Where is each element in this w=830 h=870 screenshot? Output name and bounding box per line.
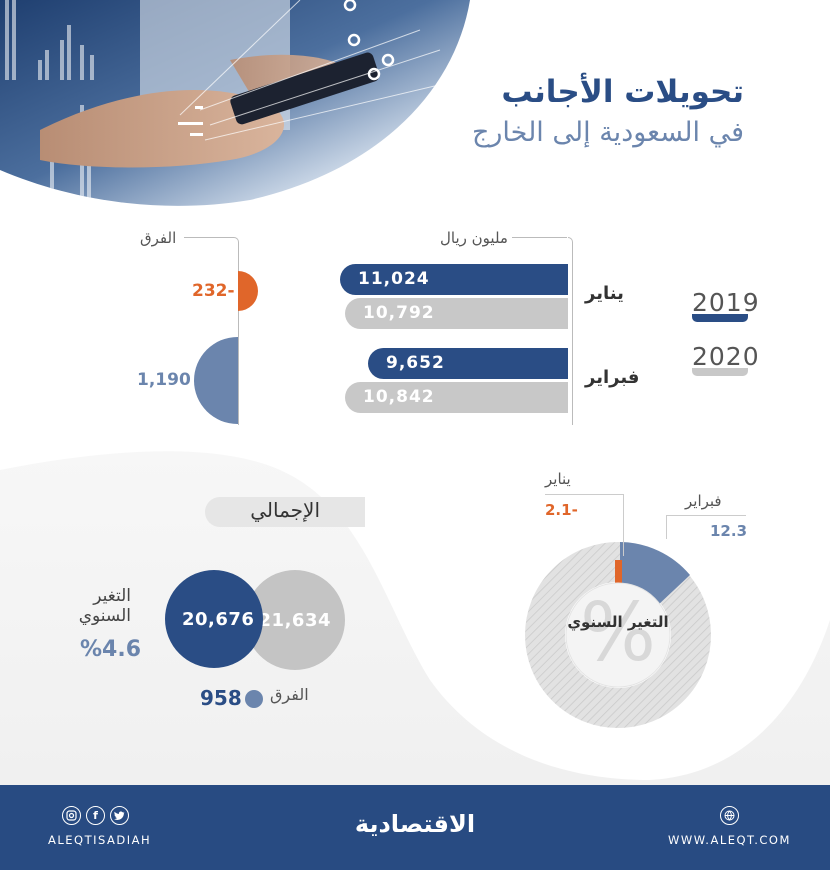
bars-axis (568, 237, 573, 425)
lower-panel-background (0, 451, 830, 785)
difference-jan-value: 232- (192, 281, 235, 301)
donut-feb-label: فبراير (685, 492, 722, 510)
month-label-feb: فبراير (585, 367, 640, 388)
donut-jan-value: 2.1- (545, 501, 578, 519)
social-icons: f (62, 806, 129, 825)
brand-logo: الاقتصادية (354, 810, 476, 838)
globe-icon (720, 806, 739, 825)
bar-jan-2019: 11,024 (340, 264, 568, 295)
total-yoy-label-line2: السنوي (78, 606, 131, 626)
difference-axis (234, 237, 239, 425)
total-2019-circle: 20,676 (165, 570, 263, 668)
bar-jan-2020: 10,792 (345, 298, 568, 329)
yoy-donut-chart: % (525, 542, 711, 728)
unit-label: مليون ريال (440, 229, 508, 247)
percent-symbol-icon: % (580, 586, 656, 679)
difference-feb-halfcircle (194, 337, 238, 424)
donut-feb-value: 12.3 (710, 522, 748, 540)
bar-feb-2020: 10,842 (345, 382, 568, 413)
donut-jan-leader-h (545, 494, 623, 495)
total-difference-dot (245, 690, 263, 708)
legend-label-2020: 2020 (692, 342, 760, 371)
total-yoy-value: %4.6 (80, 637, 142, 662)
bar-feb-2019: 9,652 (368, 348, 568, 379)
donut-jan-leader-v (623, 494, 624, 556)
twitter-icon[interactable] (110, 806, 129, 825)
total-label: الإجمالي (250, 498, 320, 522)
page-title: تحويلات الأجانب (501, 74, 744, 110)
total-2019-value: 20,676 (182, 608, 255, 630)
donut-feb-leader-v (666, 515, 667, 539)
hero-image (0, 0, 830, 215)
month-label-jan: يناير (585, 283, 624, 304)
footer (0, 785, 830, 870)
social-handle[interactable]: ALEQTISADIAH (48, 833, 152, 847)
difference-leader-line (184, 237, 234, 238)
total-label-pill (205, 497, 365, 527)
total-difference-label: الفرق (270, 685, 309, 704)
difference-label: الفرق (140, 229, 177, 247)
website-link[interactable]: WWW.ALEQT.COM (668, 833, 791, 847)
legend-swatch-2020 (692, 368, 748, 376)
difference-jan-halfcircle (238, 271, 258, 311)
donut-jan-label: يناير (545, 470, 571, 488)
facebook-icon[interactable]: f (86, 806, 105, 825)
donut-feb-segment (620, 542, 690, 606)
total-difference-value: 958 (200, 686, 242, 710)
total-yoy-label: التغير السنوي (65, 586, 131, 626)
page-subtitle: في السعودية إلى الخارج (471, 117, 744, 148)
legend-label-2019: 2019 (692, 288, 760, 317)
unit-leader-line (512, 237, 567, 238)
donut-center-label: التغير السنوي (567, 613, 669, 631)
legend-swatch-2019 (692, 314, 748, 322)
total-2020-value: 21,634 (258, 609, 331, 631)
instagram-icon[interactable] (62, 806, 81, 825)
total-yoy-label-line1: التغير (93, 586, 131, 606)
donut-feb-leader-h (666, 515, 746, 516)
donut-jan-segment (615, 560, 622, 583)
difference-feb-value: 1,190 (137, 370, 191, 390)
